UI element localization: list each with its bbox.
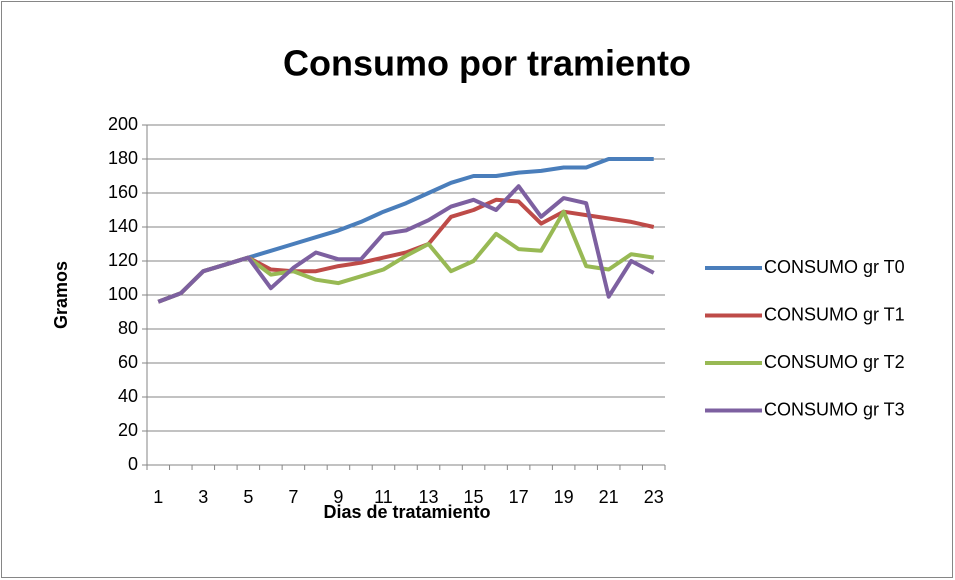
y-tick-label: 40 — [118, 386, 138, 406]
x-tick-label: 1 — [153, 487, 163, 507]
x-tick-label: 11 — [374, 487, 393, 507]
x-tick-label: 9 — [333, 487, 343, 507]
y-axis-label: Gramos — [51, 261, 71, 329]
x-tick-label: 3 — [198, 487, 208, 507]
legend-label: CONSUMO gr T1 — [764, 304, 905, 324]
chart-title: Consumo por tramiento — [283, 43, 691, 84]
y-tick-label: 0 — [128, 454, 138, 474]
y-tick-label: 100 — [108, 284, 138, 304]
x-tick-label: 21 — [599, 487, 619, 507]
y-tick-label: 80 — [118, 318, 138, 338]
x-tick-label: 13 — [419, 487, 439, 507]
x-tick-label: 23 — [644, 487, 664, 507]
y-tick-label: 60 — [118, 352, 138, 372]
x-tick-label: 15 — [464, 487, 484, 507]
series-line — [157, 184, 655, 304]
x-tick-label: 19 — [554, 487, 574, 507]
y-tick-label: 120 — [108, 250, 138, 270]
y-tick-label: 160 — [108, 182, 138, 202]
y-tick-label: 200 — [108, 114, 138, 134]
x-tick-label: 7 — [288, 487, 298, 507]
legend-label: CONSUMO gr T0 — [764, 257, 905, 277]
x-tick-label: 5 — [243, 487, 253, 507]
legend-label: CONSUMO gr T2 — [764, 352, 905, 372]
legend-label: CONSUMO gr T3 — [764, 399, 905, 419]
y-tick-label: 180 — [108, 148, 138, 168]
x-tick-label: 17 — [509, 487, 529, 507]
y-tick-label: 140 — [108, 216, 138, 236]
x-axis-label: Dias de tratamiento — [323, 502, 490, 522]
y-tick-label: 20 — [118, 420, 138, 440]
